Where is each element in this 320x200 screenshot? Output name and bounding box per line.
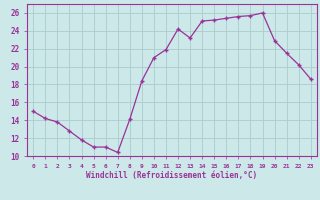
X-axis label: Windchill (Refroidissement éolien,°C): Windchill (Refroidissement éolien,°C) (86, 171, 258, 180)
